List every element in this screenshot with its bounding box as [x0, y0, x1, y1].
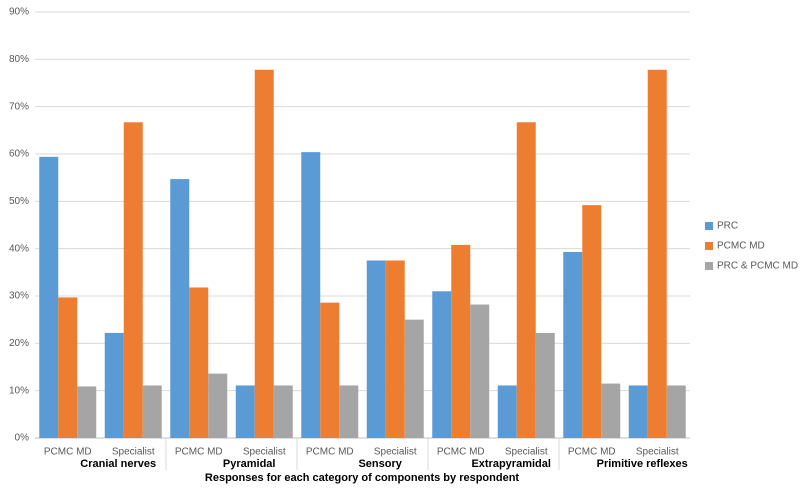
- bar: [58, 297, 78, 438]
- bar: [563, 251, 583, 438]
- legend-swatch: [705, 262, 713, 270]
- y-tick-label: 70%: [9, 101, 29, 112]
- bar: [142, 385, 162, 438]
- legend-label: PRC: [717, 221, 738, 232]
- group-label: Cranial nerves: [80, 458, 156, 470]
- x-axis-title: Responses for each category of component…: [205, 472, 520, 484]
- bar: [254, 69, 274, 438]
- y-tick-label: 20%: [9, 338, 29, 349]
- bar: [39, 156, 59, 438]
- x-tick-label: PCMC MD: [568, 447, 616, 458]
- bar: [385, 260, 405, 438]
- bar: [516, 122, 536, 438]
- group-label: Sensory: [358, 458, 402, 470]
- bar: [235, 385, 255, 438]
- x-tick-label: PCMC MD: [175, 447, 223, 458]
- x-tick-label: Specialist: [505, 447, 548, 458]
- bar: [320, 302, 340, 438]
- legend-label: PCMC MD: [717, 241, 765, 252]
- y-tick-label: 0%: [15, 433, 30, 444]
- legend-swatch: [705, 242, 713, 250]
- bar: [301, 152, 321, 438]
- bar: [666, 385, 686, 438]
- x-tick-label: Specialist: [112, 447, 155, 458]
- bar: [77, 386, 97, 438]
- bar: [647, 69, 667, 438]
- bar: [104, 332, 124, 438]
- group-label: Pyramidal: [223, 458, 276, 470]
- legend-swatch: [705, 222, 713, 230]
- group-label: Extrapyramidal: [471, 458, 550, 470]
- legend-label: PRC & PCMC MD: [717, 261, 798, 272]
- y-tick-label: 30%: [9, 291, 29, 302]
- x-tick-label: Specialist: [374, 447, 417, 458]
- bar: [366, 260, 386, 438]
- y-tick-label: 80%: [9, 54, 29, 65]
- x-tick-label: PCMC MD: [306, 447, 354, 458]
- bar: [170, 179, 190, 438]
- x-tick-label: Specialist: [636, 447, 679, 458]
- bar: [339, 385, 359, 438]
- bar: [432, 291, 452, 438]
- y-tick-label: 60%: [9, 149, 29, 160]
- bar: [273, 385, 293, 438]
- bar: [189, 287, 209, 438]
- group-label: Primitive reflexes: [597, 458, 688, 470]
- bar: [601, 383, 621, 438]
- y-tick-label: 40%: [9, 243, 29, 254]
- bar: [451, 244, 471, 438]
- x-tick-label: Specialist: [243, 447, 286, 458]
- y-tick-label: 50%: [9, 196, 29, 207]
- bar: [497, 385, 517, 438]
- x-tick-label: PCMC MD: [44, 447, 92, 458]
- bar: [208, 373, 228, 438]
- bar: [123, 122, 143, 438]
- bar: [404, 319, 424, 438]
- bar: [535, 332, 555, 438]
- bar: [470, 304, 490, 438]
- x-tick-label: PCMC MD: [437, 447, 485, 458]
- bar: [582, 205, 602, 438]
- y-tick-label: 10%: [9, 385, 29, 396]
- bar: [628, 385, 648, 438]
- y-tick-label: 90%: [9, 7, 29, 18]
